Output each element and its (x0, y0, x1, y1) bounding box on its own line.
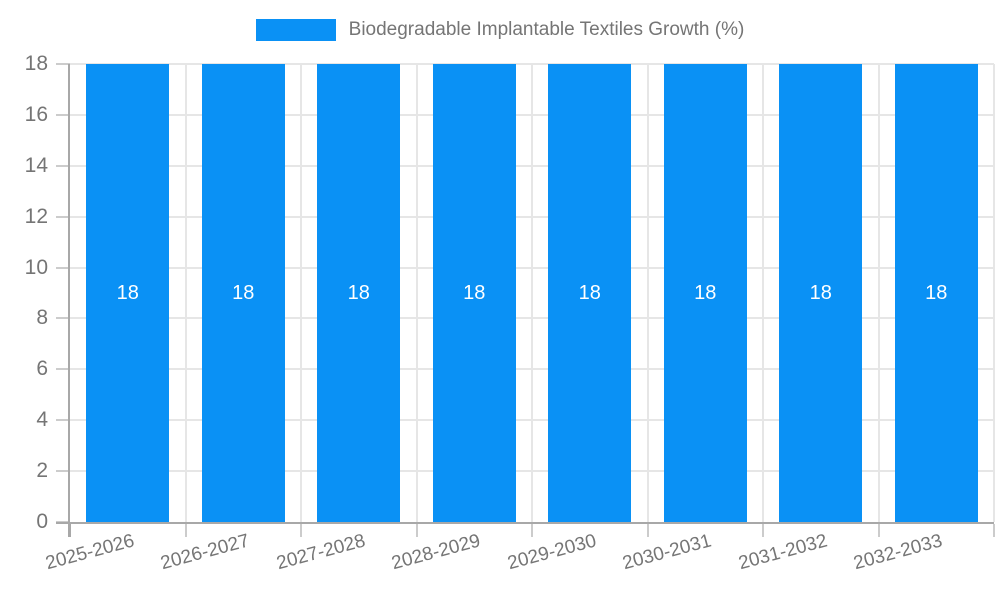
x-axis-tick (69, 524, 71, 537)
bar (86, 64, 170, 522)
y-tick-label: 0 (36, 510, 48, 533)
y-axis-tick (56, 113, 70, 116)
v-gridline (646, 64, 649, 522)
y-axis-tick (56, 266, 70, 269)
bar-value-label: 18 (809, 282, 832, 304)
bar (548, 64, 632, 522)
x-axis-tick (762, 524, 764, 537)
bar (894, 64, 978, 522)
y-axis-tick (56, 419, 70, 422)
legend-label: Biodegradable Implantable Textiles Growt… (348, 19, 745, 40)
x-axis-tick (300, 524, 302, 537)
bar-value-label: 18 (578, 282, 601, 304)
bar (432, 64, 516, 522)
x-axis-tick (646, 524, 649, 537)
bar-value-label: 18 (347, 282, 370, 304)
bar (779, 64, 863, 522)
v-gridline (415, 64, 418, 522)
bar-value-label: 18 (694, 282, 717, 304)
x-axis-tick (993, 524, 995, 537)
y-tick-label: 8 (36, 306, 48, 330)
y-tick-label: 4 (36, 408, 48, 432)
y-tick-label: 14 (24, 153, 48, 177)
y-tick-label: 6 (36, 357, 48, 381)
bar-value-label: 18 (925, 282, 948, 304)
v-gridline (877, 64, 880, 522)
x-axis-tick (877, 524, 880, 537)
v-gridline (531, 64, 533, 522)
bar-value-label: 18 (116, 282, 139, 304)
y-tick-label: 2 (36, 459, 48, 483)
v-gridline (300, 64, 302, 522)
x-axis-tick (531, 524, 533, 537)
y-axis-tick (56, 470, 70, 473)
y-tick-label: 18 (24, 52, 48, 75)
y-axis-line (68, 64, 70, 537)
y-axis-tick (56, 63, 70, 65)
v-gridline (762, 64, 764, 522)
bar (317, 64, 401, 522)
y-axis-tick (56, 164, 70, 167)
v-gridline (993, 64, 995, 522)
chart-legend: Biodegradable Implantable Textiles Growt… (0, 19, 1000, 41)
y-tick-label: 12 (24, 204, 48, 228)
v-gridline (184, 64, 187, 522)
x-axis-tick (415, 524, 418, 537)
y-tick-label: 16 (24, 102, 48, 126)
bar-value-label: 18 (232, 282, 255, 304)
y-axis-tick (56, 317, 70, 320)
x-axis-tick (184, 524, 187, 537)
bar (201, 64, 285, 522)
legend-swatch (255, 19, 336, 41)
bar-value-label: 18 (463, 282, 486, 304)
x-axis-line (56, 522, 994, 524)
bar (663, 64, 747, 522)
y-axis-tick (56, 368, 70, 371)
y-tick-label: 10 (24, 255, 48, 279)
y-axis-tick (56, 215, 70, 218)
